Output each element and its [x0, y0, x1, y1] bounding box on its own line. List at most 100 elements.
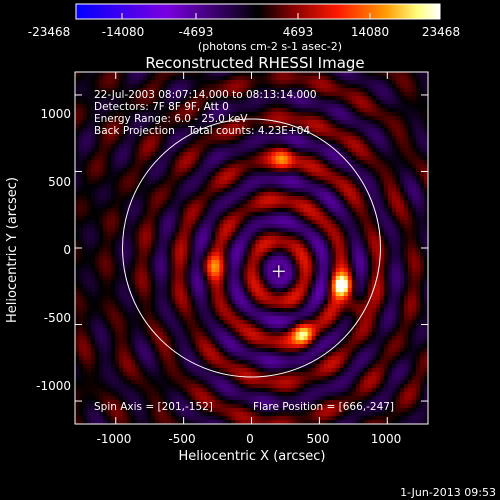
heatmap-cell — [155, 196, 160, 201]
heatmap-cell — [111, 320, 116, 325]
heatmap-cell — [143, 336, 148, 341]
heatmap-cell — [103, 284, 108, 289]
heatmap-cell — [99, 88, 104, 93]
heatmap-cell — [135, 412, 140, 417]
heatmap-cell — [247, 356, 253, 361]
heatmap-cell — [239, 228, 245, 233]
heatmap-cell — [299, 188, 305, 193]
heatmap-cell — [187, 416, 192, 421]
heatmap-cell — [103, 220, 108, 225]
heatmap-cell — [211, 284, 216, 289]
heatmap-cell — [203, 116, 208, 121]
heatmap-cell — [75, 360, 80, 365]
heatmap-cell — [83, 84, 88, 89]
heatmap-cell — [79, 412, 84, 417]
heatmap-cell — [127, 256, 132, 261]
heatmap-cell — [239, 408, 245, 413]
heatmap-cell — [259, 92, 265, 97]
heatmap-cell — [155, 204, 160, 209]
heatmap-cell — [131, 388, 136, 393]
heatmap-cell — [99, 360, 104, 365]
heatmap-cell — [211, 192, 216, 197]
heatmap-cell — [131, 396, 136, 401]
heatmap-cell — [231, 328, 237, 333]
heatmap-cell — [259, 112, 265, 117]
heatmap-cell — [251, 284, 257, 289]
heatmap-cell — [295, 240, 301, 245]
heatmap-cell — [207, 192, 212, 197]
heatmap-cell — [279, 84, 285, 89]
heatmap-cell — [255, 360, 261, 365]
heatmap-cell — [251, 192, 257, 197]
heatmap-cell — [291, 244, 297, 249]
heatmap-cell — [247, 160, 253, 165]
heatmap-cell — [255, 304, 261, 309]
heatmap-cell — [243, 108, 249, 113]
heatmap-cell — [235, 268, 241, 273]
heatmap-cell — [95, 200, 100, 205]
heatmap-cell — [223, 268, 229, 273]
heatmap-cell — [203, 380, 208, 385]
heatmap-cell — [91, 312, 96, 317]
heatmap-cell — [267, 300, 273, 305]
heatmap-cell — [123, 408, 128, 413]
heatmap-cell — [83, 264, 88, 269]
heatmap-cell — [215, 232, 221, 237]
heatmap-cell — [275, 352, 281, 357]
heatmap-cell — [295, 104, 301, 109]
heatmap-cell — [203, 364, 208, 369]
heatmap-cell — [183, 180, 188, 185]
heatmap-cell — [227, 72, 233, 77]
heatmap-cell — [259, 276, 265, 281]
heatmap-cell — [239, 100, 245, 105]
heatmap-cell — [231, 348, 237, 353]
heatmap-cell — [139, 180, 144, 185]
heatmap-cell — [231, 100, 237, 105]
heatmap-cell — [239, 124, 245, 129]
heatmap-cell — [131, 260, 136, 265]
heatmap-cell — [131, 400, 136, 405]
heatmap-cell — [279, 112, 285, 117]
heatmap-cell — [187, 164, 192, 169]
heatmap-cell — [167, 236, 172, 241]
heatmap-cell — [135, 300, 140, 305]
heatmap-cell — [155, 356, 160, 361]
heatmap-cell — [179, 168, 184, 173]
heatmap-cell — [179, 316, 184, 321]
heatmap-cell — [187, 324, 192, 329]
heatmap-cell — [191, 376, 196, 381]
heatmap-cell — [231, 340, 237, 345]
heatmap-cell — [183, 92, 188, 97]
heatmap-cell — [195, 252, 200, 257]
heatmap-cell — [171, 260, 176, 265]
heatmap-cell — [267, 332, 273, 337]
heatmap-cell — [199, 304, 204, 309]
heatmap-cell — [95, 276, 100, 281]
heatmap-cell — [103, 160, 108, 165]
heatmap-cell — [151, 304, 156, 309]
heatmap-cell — [211, 200, 216, 205]
heatmap-cell — [83, 228, 88, 233]
heatmap-cell — [171, 420, 176, 424]
heatmap-cell — [295, 348, 301, 353]
heatmap-cell — [263, 380, 269, 385]
heatmap-cell — [243, 404, 249, 409]
heatmap-cell — [127, 192, 132, 197]
heatmap-cell — [95, 180, 100, 185]
heatmap-cell — [219, 332, 225, 337]
heatmap-cell — [135, 252, 140, 257]
heatmap-cell — [95, 348, 100, 353]
heatmap-cell — [195, 400, 200, 405]
heatmap-cell — [235, 364, 241, 369]
heatmap-cell — [187, 316, 192, 321]
heatmap-cell — [95, 316, 100, 321]
heatmap-cell — [263, 92, 269, 97]
heatmap-cell — [231, 164, 237, 169]
heatmap-cell — [287, 348, 293, 353]
heatmap-cell — [275, 304, 281, 309]
heatmap-cell — [83, 344, 88, 349]
heatmap-cell — [211, 96, 216, 101]
heatmap-cell — [231, 80, 237, 85]
heatmap-cell — [275, 100, 281, 105]
heatmap-cell — [103, 188, 108, 193]
